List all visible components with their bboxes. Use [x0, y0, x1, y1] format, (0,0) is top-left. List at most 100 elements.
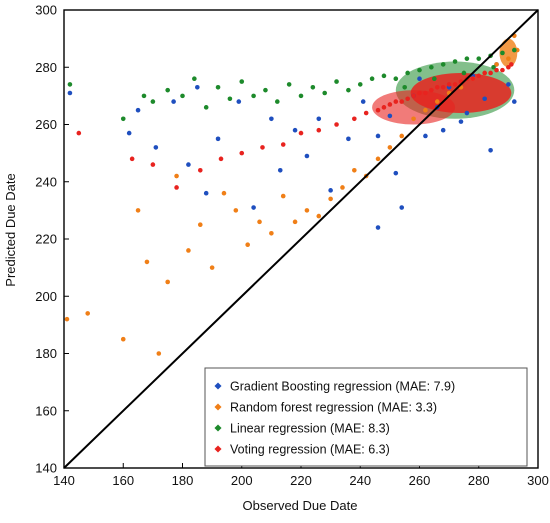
y-tick-label: 240	[35, 174, 57, 189]
data-point	[429, 64, 434, 70]
data-point	[494, 67, 499, 73]
data-point	[174, 185, 179, 190]
legend-label: Voting regression (MAE: 6.3)	[230, 443, 390, 457]
legend-box	[204, 367, 528, 467]
data-point	[506, 82, 511, 87]
data-point	[251, 205, 256, 210]
legend-label: Linear regression (MAE: 8.3)	[230, 422, 390, 436]
data-point	[399, 205, 405, 210]
data-point	[316, 127, 322, 133]
data-point	[334, 79, 339, 84]
data-point	[126, 130, 132, 136]
data-point	[423, 133, 428, 139]
data-point	[476, 73, 482, 79]
data-point	[512, 99, 517, 104]
data-point	[203, 105, 209, 110]
data-point	[346, 87, 351, 93]
data-point	[215, 84, 221, 90]
data-point	[150, 162, 156, 167]
x-tick-label: 280	[468, 473, 490, 488]
data-point	[387, 102, 393, 107]
data-point	[227, 96, 233, 102]
data-point	[304, 153, 310, 159]
data-point	[310, 84, 316, 90]
data-point	[334, 122, 339, 127]
data-point	[381, 73, 387, 79]
legend-marker	[214, 382, 222, 390]
x-tick-label: 200	[231, 473, 253, 488]
data-point	[387, 113, 393, 119]
data-point	[440, 127, 446, 133]
y-tick-label: 220	[35, 232, 57, 247]
data-point	[440, 84, 446, 90]
data-point	[482, 70, 487, 76]
data-point	[482, 96, 487, 102]
data-point	[239, 79, 245, 84]
data-point	[298, 130, 304, 136]
data-point	[369, 76, 375, 81]
y-tick-label: 300	[35, 3, 57, 18]
data-point	[316, 116, 322, 122]
data-point	[156, 351, 162, 356]
data-point	[491, 64, 496, 70]
data-point	[135, 107, 141, 113]
data-point	[411, 116, 416, 122]
data-point	[352, 116, 357, 122]
data-point	[500, 50, 505, 56]
x-axis-ticks: 140 160 180 200 220 240 260 280 300	[53, 463, 549, 488]
data-point	[399, 133, 405, 139]
data-point	[375, 133, 381, 139]
y-tick-label: 260	[35, 117, 57, 132]
data-point	[64, 316, 70, 322]
data-point	[417, 90, 422, 96]
y-tick-label: 140	[35, 461, 57, 476]
data-point	[174, 173, 179, 179]
data-point	[357, 82, 363, 87]
data-point	[393, 99, 399, 104]
data-point	[328, 188, 333, 193]
data-point	[434, 99, 440, 104]
data-point	[120, 116, 126, 122]
data-point	[417, 67, 422, 73]
x-tick-label: 300	[527, 473, 549, 488]
data-point	[360, 99, 366, 104]
data-point	[434, 84, 440, 90]
data-point	[135, 208, 141, 213]
data-point	[221, 190, 227, 196]
data-point	[251, 93, 256, 99]
data-point	[464, 56, 470, 61]
data-point	[476, 56, 482, 61]
data-point	[180, 93, 185, 99]
data-point	[488, 147, 493, 153]
data-point	[120, 336, 126, 342]
y-tick-label: 160	[35, 403, 57, 418]
data-point	[269, 116, 274, 122]
x-axis-label: Observed Due Date	[243, 498, 358, 513]
data-point	[85, 311, 90, 316]
data-point	[340, 185, 345, 190]
density-blob-3	[372, 90, 456, 125]
data-point	[423, 107, 428, 113]
data-point	[298, 93, 304, 99]
data-point	[245, 242, 250, 248]
data-point	[233, 208, 239, 213]
data-point	[393, 76, 399, 81]
y-axis-ticks: 140 160 180 200 220 240 260 280 300	[35, 3, 69, 476]
legend-label: Gradient Boosting regression (MAE: 7.9)	[230, 380, 455, 394]
data-point	[363, 110, 369, 116]
legend-marker	[214, 424, 222, 432]
data-point	[375, 225, 381, 230]
data-point	[346, 136, 351, 142]
data-point	[195, 84, 200, 90]
data-point	[76, 130, 82, 136]
data-point	[494, 62, 499, 67]
data-point	[500, 67, 505, 73]
x-tick-label: 180	[172, 473, 194, 488]
data-point	[197, 168, 203, 173]
x-tick-label: 140	[53, 473, 75, 488]
data-point	[286, 82, 292, 87]
data-point	[464, 110, 470, 116]
data-point	[352, 168, 357, 173]
data-point	[432, 76, 437, 81]
